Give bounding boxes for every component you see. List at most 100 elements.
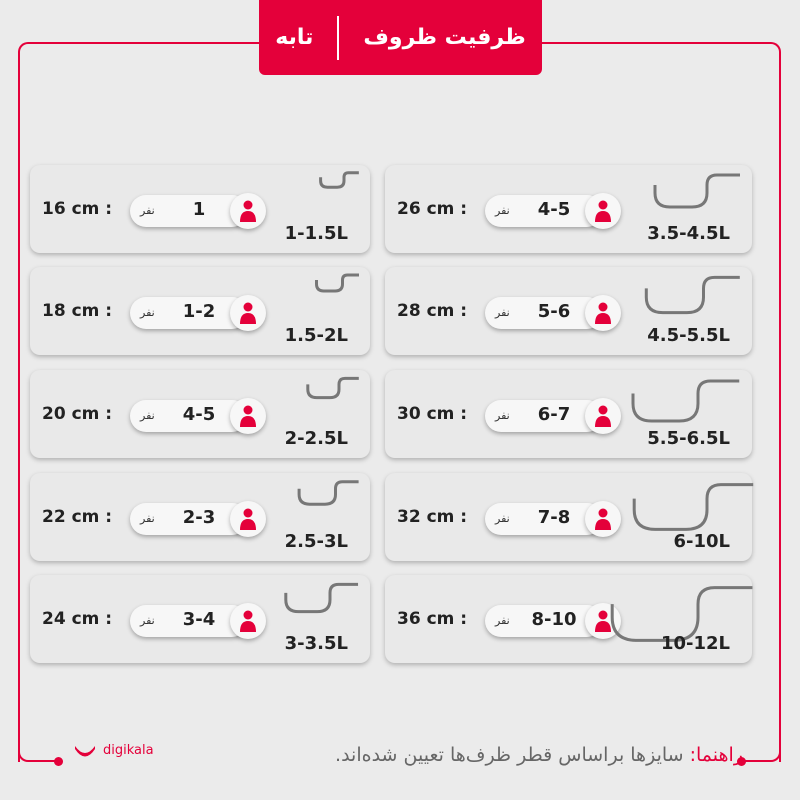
capacity-label: 3-3.5L xyxy=(284,633,348,654)
capacity-label: 2-2.5L xyxy=(284,428,348,449)
page-title: ظرفیت ظروف xyxy=(363,25,526,50)
people-pill: نفر 4-5 xyxy=(485,195,603,227)
person-badge xyxy=(585,193,621,229)
people-unit: نفر xyxy=(140,306,155,319)
person-badge xyxy=(230,603,266,639)
size-card: 18 cm : نفر 1-2 1.5-2L xyxy=(30,267,370,355)
header-banner: ظرفیت ظروف تابه xyxy=(259,0,542,75)
pan-icon xyxy=(644,275,740,315)
pan-icon xyxy=(306,376,359,400)
guide-note: راهنما: سایزها براساس قطر ظرف‌ها تعیین ش… xyxy=(335,744,743,766)
people-pill: نفر 6-7 xyxy=(485,400,603,432)
people-count: 6-7 xyxy=(537,404,571,425)
people-unit: نفر xyxy=(495,204,510,217)
people-count: 1 xyxy=(192,199,206,220)
person-badge xyxy=(585,603,621,639)
person-icon xyxy=(240,200,256,222)
pan-icon xyxy=(631,379,740,423)
person-badge xyxy=(230,295,266,331)
capacity-label: 4.5-5.5L xyxy=(647,325,730,346)
size-card: 16 cm : نفر 1 1-1.5L xyxy=(30,165,370,253)
person-badge xyxy=(585,398,621,434)
people-unit: نفر xyxy=(495,306,510,319)
size-card: 22 cm : نفر 2-3 2.5-3L xyxy=(30,473,370,561)
divider xyxy=(337,15,340,60)
people-count: 4-5 xyxy=(537,199,571,220)
capacity-label: 5.5-6.5L xyxy=(647,428,730,449)
pan-diameter: 18 cm : xyxy=(42,301,113,321)
smile-logo-icon xyxy=(75,745,95,756)
pan-diameter: 26 cm : xyxy=(397,199,468,219)
person-icon xyxy=(595,405,611,427)
size-card: 28 cm : نفر 5-6 4.5-5.5L xyxy=(385,267,752,355)
pan-diameter: 16 cm : xyxy=(42,199,113,219)
pan-diameter: 32 cm : xyxy=(397,507,468,527)
pan-diameter: 22 cm : xyxy=(42,507,113,527)
person-icon xyxy=(595,508,611,530)
people-pill: نفر 4-5 xyxy=(130,400,248,432)
people-unit: نفر xyxy=(140,614,155,627)
people-count: 3-4 xyxy=(182,609,216,630)
size-card: 32 cm : نفر 7-8 6-10L xyxy=(385,473,754,561)
capacity-label: 10-12L xyxy=(660,633,730,654)
capacity-label: 1-1.5L xyxy=(284,223,348,244)
pan-icon xyxy=(315,273,359,293)
people-pill: نفر 5-6 xyxy=(485,297,603,329)
page-subtitle: تابه xyxy=(275,25,314,50)
capacity-label: 3.5-4.5L xyxy=(647,223,730,244)
frame-corner xyxy=(18,720,58,762)
person-icon xyxy=(240,508,256,530)
frame-dot xyxy=(737,757,746,766)
size-card: 36 cm : نفر 8-10 10-12L xyxy=(385,575,753,663)
people-count: 1-2 xyxy=(182,301,216,322)
people-unit: نفر xyxy=(495,512,510,525)
people-pill: نفر 2-3 xyxy=(130,503,248,535)
pan-diameter: 20 cm : xyxy=(42,404,113,424)
people-count: 8-10 xyxy=(531,609,577,630)
size-card: 30 cm : نفر 6-7 5.5-6.5L xyxy=(385,370,752,458)
people-pill: نفر 3-4 xyxy=(130,605,248,637)
people-pill: نفر 1 xyxy=(130,195,248,227)
person-badge xyxy=(230,501,266,537)
person-icon xyxy=(240,610,256,632)
people-unit: نفر xyxy=(495,614,510,627)
pan-diameter: 28 cm : xyxy=(397,301,468,321)
person-badge xyxy=(585,295,621,331)
people-count: 5-6 xyxy=(537,301,571,322)
people-count: 7-8 xyxy=(537,507,571,528)
people-pill: نفر 1-2 xyxy=(130,297,248,329)
person-icon xyxy=(595,302,611,324)
person-badge xyxy=(230,193,266,229)
pan-icon xyxy=(653,173,740,209)
person-icon xyxy=(595,610,611,632)
person-badge xyxy=(230,398,266,434)
size-card: 20 cm : نفر 4-5 2-2.5L xyxy=(30,370,370,458)
people-pill: نفر 7-8 xyxy=(485,503,603,535)
person-icon xyxy=(240,302,256,324)
person-badge xyxy=(585,501,621,537)
pan-icon xyxy=(284,582,359,614)
frame-dot xyxy=(54,757,63,766)
people-unit: نفر xyxy=(495,409,510,422)
size-card: 24 cm : نفر 3-4 3-3.5L xyxy=(30,575,370,663)
capacity-label: 6-10L xyxy=(673,531,730,552)
people-unit: نفر xyxy=(140,512,155,525)
pan-icon xyxy=(297,480,359,506)
pan-icon xyxy=(319,171,359,189)
pan-diameter: 36 cm : xyxy=(397,609,468,629)
frame-corner xyxy=(741,720,781,762)
capacity-label: 2.5-3L xyxy=(284,531,348,552)
people-count: 2-3 xyxy=(182,507,216,528)
capacity-label: 1.5-2L xyxy=(284,325,348,346)
pan-diameter: 30 cm : xyxy=(397,404,468,424)
pan-icon xyxy=(610,586,753,642)
people-unit: نفر xyxy=(140,204,155,217)
people-count: 4-5 xyxy=(182,404,216,425)
people-pill: نفر 8-10 xyxy=(485,605,603,637)
person-icon xyxy=(595,200,611,222)
pan-icon xyxy=(632,483,754,531)
person-icon xyxy=(240,405,256,427)
pan-diameter: 24 cm : xyxy=(42,609,113,629)
size-card: 26 cm : نفر 4-5 3.5-4.5L xyxy=(385,165,752,253)
people-unit: نفر xyxy=(140,409,155,422)
